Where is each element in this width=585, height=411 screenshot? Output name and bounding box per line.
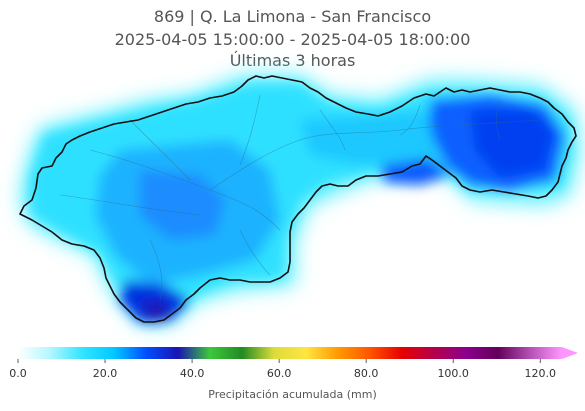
colorbar-tick-label: 40.0 [179, 367, 205, 380]
colorbar-tick-label: 80.0 [353, 367, 379, 380]
colorbar-tick-label: 0.0 [9, 367, 27, 380]
basin-outline [19, 75, 577, 323]
river-network [59, 94, 541, 301]
colorbar-title: Precipitación acumulada (mm) [208, 388, 377, 401]
colorbar [17, 347, 578, 363]
colorbar-ticks [17, 359, 541, 363]
colorbar-extend-arrow [562, 347, 578, 359]
colorbar-gradient [18, 347, 562, 359]
precipitation-field [20, 75, 580, 325]
map-title-period: 2025-04-05 15:00:00 - 2025-04-05 18:00:0… [114, 30, 471, 49]
colorbar-tick-label: 60.0 [266, 367, 292, 380]
colorbar-tick-label: 100.0 [437, 367, 469, 380]
colorbar-tick-label: 120.0 [524, 367, 556, 380]
colorbar-tick-label: 20.0 [92, 367, 118, 380]
map-title-station: 869 | Q. La Limona - San Francisco [153, 7, 432, 26]
map-title-window: Últimas 3 horas [229, 51, 356, 70]
